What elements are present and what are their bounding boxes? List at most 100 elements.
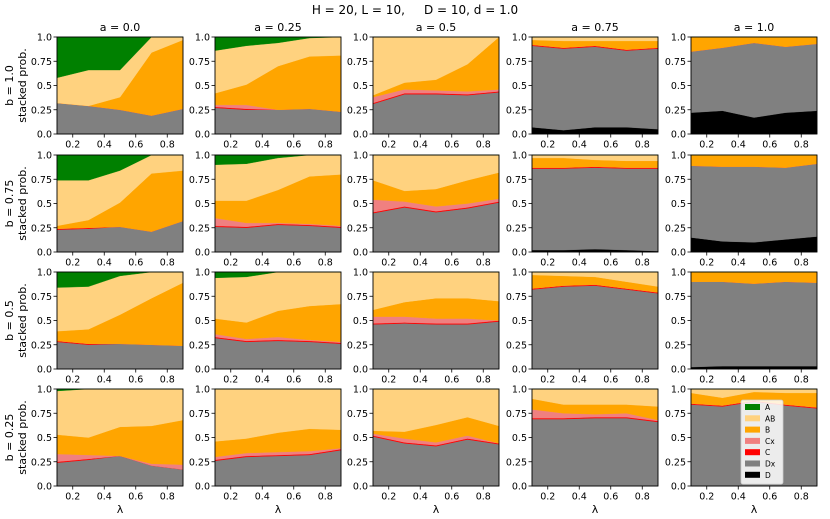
y-tick-label: 0.5 [195, 199, 210, 210]
y-axis-label: stacked prob. [16, 166, 29, 241]
panel-r0-c1: 0.0 0.25 0.5 0.75 1.0 0.2 0.4 0.6 0.8 a = 0.25 [189, 21, 342, 151]
y-tick-label: 1.0 [512, 151, 527, 162]
x-tick-label: 0.4 [97, 492, 112, 503]
y-tick-label: 0.25 [347, 223, 368, 234]
area-Dx [372, 92, 500, 135]
y-tick-label: 0.25 [506, 340, 527, 351]
panel-r1-c0: 0.0 0.25 0.5 0.75 1.0 0.2 0.4 0.6 0.8 b = 0.75 sta… [3, 151, 184, 269]
x-tick-label: 0.8 [794, 375, 809, 386]
x-axis-label: λ [117, 503, 124, 516]
y-tick-label: 0.0 [195, 130, 210, 141]
row-label: b = 1.0 [3, 65, 16, 106]
x-tick-label: 0.4 [255, 258, 270, 269]
legend-swatch-AB [745, 415, 760, 422]
panel-r3-c1: 0.0 0.25 0.5 0.75 1.0 0.2 0.4 0.6 0.8 λ [189, 385, 342, 516]
y-tick-label: 0.5 [37, 316, 52, 327]
y-tick-label: 0.75 [347, 409, 368, 420]
y-tick-label: 0.5 [195, 433, 210, 444]
panel-r0-c3: 0.0 0.25 0.5 0.75 1.0 0.2 0.4 0.6 0.8 a = 0.75 [506, 21, 659, 151]
x-tick-label: 0.6 [603, 258, 618, 269]
y-tick-label: 0.75 [189, 57, 210, 68]
y-tick-label: 0.0 [37, 130, 52, 141]
x-tick-label: 0.8 [635, 258, 650, 269]
y-tick-label: 0.0 [353, 248, 368, 259]
y-tick-label: 1.0 [353, 385, 368, 396]
panel-r3-c2: 0.0 0.25 0.5 0.75 1.0 0.2 0.4 0.6 0.8 λ [347, 385, 500, 516]
y-tick-label: 1.0 [671, 385, 686, 396]
y-tick-label: 0.75 [31, 175, 52, 186]
x-tick-label: 0.6 [444, 375, 459, 386]
y-tick-label: 1.0 [37, 33, 52, 44]
y-tick-label: 0.75 [189, 292, 210, 303]
y-tick-label: 0.0 [37, 482, 52, 493]
x-tick-label: 0.8 [160, 375, 175, 386]
y-tick-label: 0.25 [31, 223, 52, 234]
x-tick-label: 0.4 [572, 492, 587, 503]
y-tick-label: 0.25 [189, 457, 210, 468]
y-tick-label: 0.25 [347, 457, 368, 468]
x-tick-label: 0.4 [572, 258, 587, 269]
x-tick-label: 0.2 [223, 140, 238, 151]
x-tick-label: 0.6 [762, 140, 777, 151]
legend-label-Dx: Dx [765, 460, 776, 469]
y-tick-label: 0.75 [347, 175, 368, 186]
x-tick-label: 0.4 [413, 258, 428, 269]
x-tick-label: 0.6 [128, 140, 143, 151]
panel-r0-c0: 0.0 0.25 0.5 0.75 1.0 0.2 0.4 0.6 0.8 a = 0.0 b = … [3, 21, 184, 151]
y-tick-label: 1.0 [512, 268, 527, 279]
y-tick-label: 0.75 [347, 292, 368, 303]
legend-swatch-Cx [745, 437, 760, 444]
y-tick-label: 0.0 [37, 248, 52, 259]
x-axis-label: λ [592, 503, 599, 516]
panel-r0-c2: 0.0 0.25 0.5 0.75 1.0 0.2 0.4 0.6 0.8 a = 0.5 [347, 21, 500, 151]
y-tick-label: 1.0 [512, 385, 527, 396]
y-tick-label: 0.25 [189, 223, 210, 234]
y-tick-label: 1.0 [37, 385, 52, 396]
x-tick-label: 0.6 [286, 375, 301, 386]
area-Dx [690, 42, 818, 118]
x-tick-label: 0.6 [128, 492, 143, 503]
x-tick-label: 0.8 [635, 140, 650, 151]
y-axis-label: stacked prob. [16, 283, 29, 358]
y-tick-label: 0.25 [665, 223, 686, 234]
y-tick-label: 0.75 [189, 409, 210, 420]
x-tick-label: 0.6 [444, 258, 459, 269]
y-tick-label: 0.5 [671, 199, 686, 210]
y-tick-label: 1.0 [195, 385, 210, 396]
x-tick-label: 0.8 [318, 492, 333, 503]
x-tick-label: 0.2 [223, 258, 238, 269]
x-tick-label: 0.8 [794, 140, 809, 151]
y-tick-label: 0.5 [512, 199, 527, 210]
y-tick-label: 1.0 [37, 151, 52, 162]
y-tick-label: 0.5 [671, 81, 686, 92]
x-tick-label: 0.2 [65, 258, 80, 269]
y-tick-label: 1.0 [353, 268, 368, 279]
y-tick-label: 1.0 [671, 151, 686, 162]
row-label: b = 0.75 [3, 180, 16, 228]
y-tick-label: 0.5 [353, 433, 368, 444]
x-tick-label: 0.6 [762, 492, 777, 503]
area-Dx [690, 281, 818, 368]
y-tick-label: 0.0 [671, 248, 686, 259]
y-tick-label: 1.0 [671, 268, 686, 279]
x-axis-label: λ [275, 503, 282, 516]
y-tick-label: 0.5 [353, 199, 368, 210]
x-tick-label: 0.2 [65, 140, 80, 151]
legend-swatch-A [745, 404, 760, 410]
legend-swatch-D [745, 471, 760, 478]
panel-r2-c3: 0.0 0.25 0.5 0.75 1.0 0.2 0.4 0.6 0.8 [506, 268, 659, 386]
x-tick-label: 0.4 [731, 492, 746, 503]
area-B [690, 271, 818, 284]
x-tick-label: 0.6 [128, 375, 143, 386]
y-tick-label: 0.25 [665, 340, 686, 351]
column-title: a = 0.0 [100, 21, 140, 34]
x-tick-label: 0.4 [97, 258, 112, 269]
y-tick-label: 0.75 [506, 409, 527, 420]
legend: A AB B Cx C Dx D [740, 399, 784, 485]
x-tick-label: 0.2 [381, 375, 396, 386]
panel-r1-c3: 0.0 0.25 0.5 0.75 1.0 0.2 0.4 0.6 0.8 [506, 151, 659, 269]
panel-r1-c2: 0.0 0.25 0.5 0.75 1.0 0.2 0.4 0.6 0.8 [347, 151, 500, 269]
x-tick-label: 0.6 [603, 140, 618, 151]
area-Dx [690, 163, 818, 243]
area-Dx [372, 321, 500, 370]
